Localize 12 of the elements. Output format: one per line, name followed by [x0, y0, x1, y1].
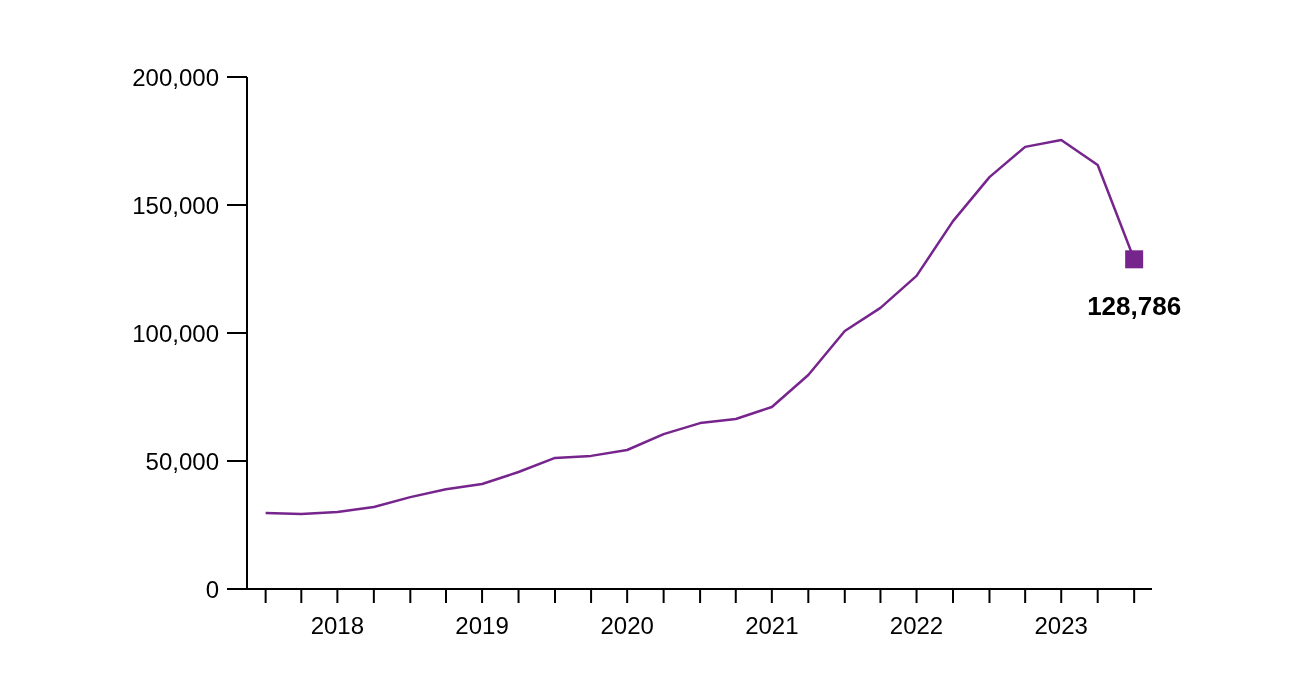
x-tick-label: 2021: [745, 612, 799, 640]
y-tick-label: 150,000: [132, 191, 219, 219]
data-label: 128,786: [1087, 291, 1182, 322]
x-tick-label: 2022: [889, 612, 944, 640]
x-tick-label: 2023: [1034, 612, 1088, 640]
y-tick-label: 50,000: [145, 447, 219, 475]
y-tick-label: 100,000: [132, 319, 219, 347]
x-tick-label: 2019: [455, 612, 509, 640]
x-tick-label: 2018: [310, 612, 365, 640]
y-tick-label: 0: [205, 575, 219, 603]
x-tick-label: 2020: [600, 612, 654, 640]
y-tick-label: 200,000: [132, 63, 219, 91]
